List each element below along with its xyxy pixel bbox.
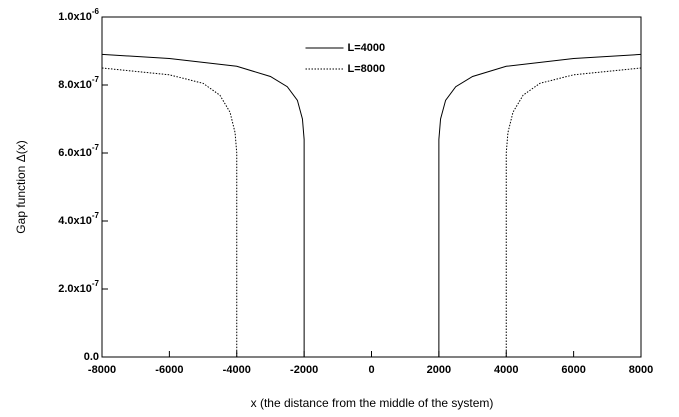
x-tick-label: 0 [368, 364, 374, 376]
x-axis-label: x (the distance from the middle of the s… [251, 396, 494, 410]
series-line [101, 67, 642, 357]
y-tick-label: 4.0x10-7 [58, 211, 99, 227]
y-tick-label: 8.0x10-7 [58, 75, 99, 91]
x-tick-label: -4000 [223, 364, 251, 376]
legend-label: L=4000 [348, 42, 386, 54]
y-tick-label: 6.0x10-7 [58, 143, 99, 159]
x-tick-label: -6000 [155, 364, 183, 376]
x-tick-label: 6000 [561, 364, 585, 376]
y-tick-label: 1.0x10-6 [58, 7, 99, 23]
x-tick-label: 4000 [494, 364, 518, 376]
series-line [101, 53, 642, 357]
x-tick-label: -2000 [290, 364, 318, 376]
legend-label: L=8000 [348, 63, 386, 75]
x-tick-label: 2000 [427, 364, 451, 376]
y-axis-label: Gap function Δ(x) [14, 140, 28, 233]
y-tick-label: 2.0x10-7 [58, 279, 99, 295]
x-tick-label: -8000 [88, 364, 116, 376]
x-tick-label: 8000 [629, 364, 653, 376]
y-tick-label: 0.0 [84, 351, 99, 363]
